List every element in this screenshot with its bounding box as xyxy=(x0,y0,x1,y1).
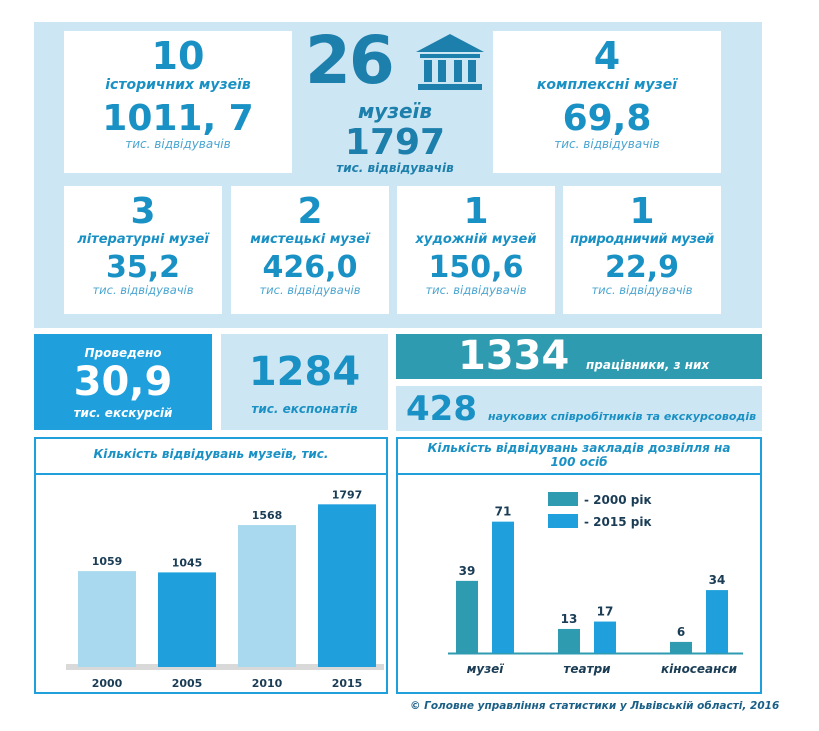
staff-total-label: працівники, з них xyxy=(586,358,710,372)
complex-unit: тис. відвідувачів xyxy=(554,137,660,151)
museum-visits-chart-title: Кількість відвідувань музеїв, тис. xyxy=(93,447,329,461)
bar-музеї-1 xyxy=(492,521,514,653)
card-art-museums: 2 мистецькі музеї 426,0 тис. відвідувачі… xyxy=(231,186,389,314)
literary-label: літературні музеї xyxy=(77,232,209,247)
museum-visits-chart-plot: 1059 2000 1045 2005 1568 2010 1797 2015 xyxy=(66,488,384,690)
fineart-label: художній музей xyxy=(415,232,537,247)
fineart-visitors: 150,6 xyxy=(428,250,524,285)
nature-visitors: 22,9 xyxy=(604,250,680,285)
x-tick-label: театри xyxy=(563,662,611,676)
bar-value-label: 6 xyxy=(677,625,685,639)
nature-unit: тис. відвідувачів xyxy=(591,283,693,297)
total-label: музеїв xyxy=(357,99,433,123)
bar-value-label: 34 xyxy=(709,573,726,587)
bar-2000 xyxy=(78,571,136,667)
card-literary-museums: 3 літературні музеї 35,2 тис. відвідувач… xyxy=(64,186,222,314)
staff-total-value: 1334 xyxy=(458,333,570,379)
source-footer: © Головне управління статистики у Львівс… xyxy=(410,700,779,712)
total-visitors-unit: тис. відвідувачів xyxy=(336,161,454,175)
bar-value-label: 17 xyxy=(597,605,614,619)
exhibits-value: 1284 xyxy=(248,349,361,395)
excursions-block: Проведено 30,9 тис. екскурсій xyxy=(34,334,212,430)
bar-value-label: 13 xyxy=(561,612,578,626)
historical-count: 10 xyxy=(151,34,205,78)
historical-visitors: 1011, 7 xyxy=(102,98,254,139)
legend-swatch xyxy=(548,492,578,506)
card-complex-museums: 4 комплексні музеї 69,8 тис. відвідувачі… xyxy=(493,31,721,173)
nature-count: 1 xyxy=(629,191,655,232)
bar-2005 xyxy=(158,572,216,667)
card-fine-art-museum: 1 художній музей 150,6 тис. відвідувачів xyxy=(397,186,555,314)
exhibits-block: 1284 тис. експонатів xyxy=(221,334,388,430)
leisure-visits-chart-title: Кількість відвідувань закладів дозвілля … xyxy=(427,441,731,469)
x-tick-label: 2010 xyxy=(252,677,283,690)
excursions-value: 30,9 xyxy=(73,359,173,405)
x-tick-label: кіносеанси xyxy=(661,662,738,676)
x-tick-label: 2015 xyxy=(332,677,363,690)
nature-label: природничий музей xyxy=(570,232,714,247)
exhibits-unit: тис. експонатів xyxy=(251,402,358,416)
bar-кіносеанси-0 xyxy=(670,641,692,653)
museum-visits-chart: Кількість відвідувань музеїв, тис. 1059 2… xyxy=(34,437,388,694)
complex-label: комплексні музеї xyxy=(536,77,678,93)
literary-visitors: 35,2 xyxy=(105,250,181,285)
total-visitors: 1797 xyxy=(344,122,446,163)
staff-research-label: наукових співробітників та екскурсоводів xyxy=(488,410,757,423)
art-label: мистецькі музеї xyxy=(250,232,370,247)
art-count: 2 xyxy=(297,191,323,232)
x-tick-label: музеї xyxy=(467,662,505,676)
bar-театри-0 xyxy=(558,628,580,653)
bar-2015 xyxy=(318,504,376,667)
card-nature-museum: 1 природничий музей 22,9 тис. відвідувач… xyxy=(563,186,721,314)
x-axis-band xyxy=(66,664,384,670)
bar-value-label: 39 xyxy=(459,564,476,578)
bar-value-label: 1059 xyxy=(92,555,123,568)
source-text: Головне управління статистики у Львівськ… xyxy=(424,700,780,712)
total-museum-count: 26 xyxy=(305,22,395,99)
art-unit: тис. відвідувачів xyxy=(259,283,361,297)
museum-building-icon xyxy=(416,34,484,90)
x-tick-label: 2005 xyxy=(172,677,203,690)
museum-visits-chart-header: Кількість відвідувань музеїв, тис. xyxy=(36,439,386,475)
bar-value-label: 1045 xyxy=(172,556,203,569)
excursions-title: Проведено xyxy=(84,346,162,360)
staff-research-block: 428 наукових співробітників та екскурсов… xyxy=(396,386,762,431)
leisure-visits-chart-header: Кількість відвідувань закладів дозвілля … xyxy=(398,439,760,475)
complex-count: 4 xyxy=(593,34,621,78)
x-tick-label: 2000 xyxy=(92,677,123,690)
historical-unit: тис. відвідувачів xyxy=(125,137,231,151)
leisure-visits-chart-plot: 39 71 музеї 13 17 театри 6 34 кіносеанси - 2000 р… xyxy=(448,492,743,676)
bar-кіносеанси-1 xyxy=(706,590,728,653)
staff-research-value: 428 xyxy=(406,389,477,429)
bar-2010 xyxy=(238,525,296,667)
fineart-count: 1 xyxy=(463,191,489,232)
bar-value-label: 71 xyxy=(495,505,512,519)
bar-музеї-0 xyxy=(456,580,478,653)
literary-count: 3 xyxy=(130,191,156,232)
legend-label: - 2000 рік xyxy=(584,493,652,507)
legend-label: - 2015 рік xyxy=(584,515,652,529)
card-historical-museums: 10 історичних музеїв 1011, 7 тис. відвід… xyxy=(64,31,292,173)
staff-total-block: 1334 працівники, з них xyxy=(396,334,762,379)
art-visitors: 426,0 xyxy=(262,250,358,285)
bar-value-label: 1568 xyxy=(252,509,283,522)
copyright-icon: © xyxy=(410,700,421,712)
literary-unit: тис. відвідувачів xyxy=(92,283,194,297)
bar-value-label: 1797 xyxy=(332,488,363,501)
historical-label: історичних музеїв xyxy=(105,77,251,93)
leisure-visits-chart: Кількість відвідувань закладів дозвілля … xyxy=(396,437,762,694)
complex-visitors: 69,8 xyxy=(562,98,652,139)
legend-swatch xyxy=(548,514,578,528)
fineart-unit: тис. відвідувачів xyxy=(425,283,527,297)
bar-театри-1 xyxy=(594,621,616,653)
excursions-unit: тис. екскурсій xyxy=(73,406,173,420)
